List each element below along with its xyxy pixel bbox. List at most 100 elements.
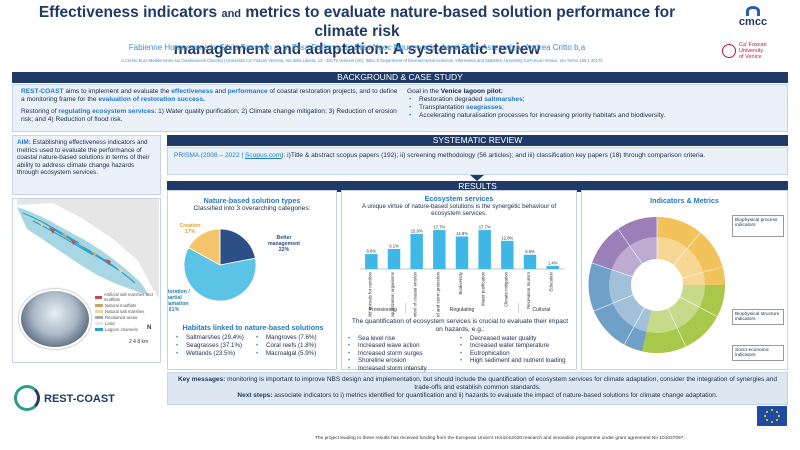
goal-item-text: Accelerating naturalisation processes fo… — [419, 112, 666, 119]
goal-item-text: Transplantation — [419, 104, 467, 111]
bar-group-label: Regulating — [450, 307, 475, 313]
map-scale: 2 4 8 km — [129, 339, 149, 345]
goal-item: Transplantation seagrasses; — [407, 104, 783, 112]
pie-slice — [187, 228, 221, 266]
nbs-types-title: Nature-based solution types — [203, 196, 301, 205]
habitat-item: Mangroves (7.6%) — [254, 334, 317, 342]
wheel-dividers — [591, 217, 723, 348]
affiliations: a Centro Euro-Mediterraneo sui Cambiamen… — [121, 58, 603, 63]
title-part-3: management and adaptation: A systematic … — [173, 41, 541, 58]
nbs-types-subtitle: Classified into 3 overarching categories… — [193, 205, 311, 212]
bar-value-label: 12.8% — [501, 235, 513, 240]
results-heading: RESULTS — [167, 181, 788, 192]
poster-header: Effectiveness indicators and metrics to … — [0, 0, 800, 72]
map-channels — [22, 212, 136, 284]
ca-foscari-seal-icon — [722, 44, 736, 58]
bar — [546, 265, 559, 269]
bar-category-label: Water purification — [481, 271, 486, 306]
quantification-text: The quantification of ecosystem services… — [351, 318, 569, 333]
legend-item: Artificial salt marshes and mudflats — [95, 292, 160, 302]
bar — [455, 236, 469, 269]
habitats-col2: Mangroves (7.6%) Coral reefs (1.8%) Macr… — [254, 334, 317, 358]
bar — [478, 230, 491, 269]
ecosystem-title: Ecosystem services — [424, 194, 494, 203]
scopus-link[interactable]: Scopus.com — [245, 152, 282, 159]
cmcc-logo-text: cmcc — [738, 16, 768, 28]
goal-item: Accelerating naturalisation processes fo… — [407, 112, 783, 120]
key-messages-box: Key messages: monitoring is important to… — [167, 372, 788, 405]
regulating-term: regulating ecosystem services — [58, 108, 155, 115]
goal-item-hl: saltmarshes — [484, 96, 523, 103]
rest-coast-logo-text: REST-COAST — [44, 393, 115, 405]
rest-coast-logo-icon — [14, 385, 40, 411]
bg-text: : 1) Water quality purification; 2) Clim… — [21, 108, 397, 123]
bar-value-label: 14.8% — [456, 231, 468, 236]
title-and: and — [221, 8, 242, 20]
systematic-heading: SYSTEMATIC REVIEW — [167, 135, 788, 146]
bar-group-label: Provisioning — [369, 307, 397, 313]
ecosystem-bar-chart: 6.8% Wild animals for nutrition 9.1% Seques… — [360, 225, 564, 317]
hazard-item: Decreased water quality — [458, 335, 576, 343]
indicators-panel: Indicators & Metrics Biophysical process… — [581, 190, 788, 370]
arrow-down-icon — [470, 175, 484, 181]
legend-label: Reclaimed areas — [105, 315, 138, 320]
goal-item-post: ; — [522, 96, 525, 103]
bar-category-label: Wild animals for nutrition — [367, 271, 372, 317]
bar — [523, 254, 537, 269]
bar-value-label: 17.7% — [479, 225, 491, 230]
ecosystem-subtitle: A unique virtue of nature-based solution… — [361, 203, 557, 217]
key-messages-text: monitoring is important to improve NBS d… — [225, 376, 778, 391]
cf-line2: University — [739, 48, 764, 54]
bg-text: of coastal restoration projects, and to … — [21, 88, 398, 103]
legend-label: Land — [105, 321, 115, 326]
key-messages-label: Key messages: — [177, 376, 226, 383]
systematic-text: ): i)Title & abstract scopus papers (192… — [281, 152, 706, 159]
habitat-item: Macroalgal (5.9%) — [254, 350, 317, 358]
poster-title: Effectiveness indicators and metrics to … — [12, 4, 702, 59]
aim-label: AIM: — [17, 139, 31, 146]
bar — [365, 254, 378, 269]
legend-label: Lagoon channels — [105, 327, 138, 332]
map-lagoon — [17, 207, 149, 295]
bg-text: aims to implement and evaluate the — [63, 88, 172, 95]
bar-value-label: 9.1% — [389, 243, 399, 248]
background-right: Goal in the Venice lagoon pilot: Restora… — [407, 88, 783, 120]
bar-category-label: Sequestration organisms — [390, 271, 395, 317]
indicators-title: Indicators & Metrics — [650, 196, 719, 205]
bar — [387, 248, 401, 269]
goal-item-post: ; — [501, 104, 504, 111]
aim-text: Establishing effectiveness indicators an… — [17, 139, 150, 177]
legend-label: Artificial salt marshes and mudflats — [103, 292, 153, 302]
bar — [410, 234, 423, 269]
pie-label: Restoration /partialreclamation61% — [168, 289, 190, 313]
bar-category-label: Biodiversity — [458, 271, 463, 294]
aim-box: AIM: Establishing effectiveness indicato… — [12, 135, 161, 195]
goal-pilot: Venice lagoon pilot: — [440, 88, 504, 95]
venice-lagoon-map: Artificial salt marshes and mudflats Nat… — [12, 198, 161, 363]
rest-coast-term: REST-COAST — [21, 88, 64, 95]
habitats-title: Habitats linked to nature-based solution… — [182, 323, 324, 332]
legend-label: Natural salt marshes — [105, 309, 145, 314]
ecosystem-panel: Ecosystem services A unique virtue of na… — [341, 190, 577, 372]
bar-category-label: Climate mitigation — [503, 271, 508, 306]
key-messages: Key messages: monitoring is important to… — [174, 376, 781, 392]
bg-text: Restoring of — [21, 108, 59, 115]
hazard-item: Eutrophication — [458, 350, 576, 358]
background-left: REST-COAST aims to implement and evaluat… — [21, 88, 401, 124]
callout-socio: Socio-economic indicators — [732, 345, 784, 361]
bar-value-label: 1.4% — [548, 260, 558, 265]
indicators-wheel — [588, 216, 725, 353]
habitats-col1: Saltmarshes (29.4%) Seagrasses (37.1%) W… — [174, 334, 244, 358]
evaluation-term: evaluation of restoration success. — [98, 96, 205, 103]
legend-item: Land — [95, 321, 115, 326]
background-box: REST-COAST aims to implement and evaluat… — [12, 84, 788, 132]
bar-category-label: Control of coastal erosion — [413, 271, 418, 317]
hazards-col2: Decreased water quality Increased water … — [458, 335, 576, 365]
performance-term: performance — [227, 88, 268, 95]
habitat-item: Wetlands (23.5%) — [174, 350, 244, 358]
callout-structure: Biophysical structure indicators — [732, 309, 784, 325]
goal-item-hl: seagrasses — [466, 104, 502, 111]
hazard-item: Sea level rise — [346, 335, 427, 343]
background-p1: REST-COAST aims to implement and evaluat… — [21, 88, 401, 104]
